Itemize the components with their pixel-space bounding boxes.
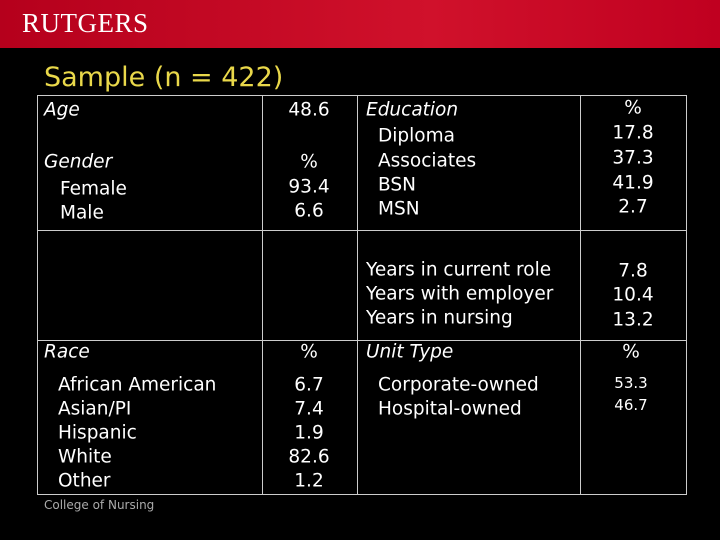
cell-value: 17.8 [612, 122, 654, 144]
cell-text: Asian/PI [58, 398, 132, 420]
cell-value: 6.6 [294, 200, 324, 222]
cell-text: Female [60, 178, 127, 200]
cell-text: Other [58, 470, 111, 492]
cell-text: Associates [378, 150, 477, 172]
cell-text: Hispanic [58, 422, 137, 444]
cell-text: Male [60, 202, 104, 224]
table-border [37, 494, 687, 495]
row-rule [37, 230, 687, 231]
slide-title: Sample (n = 422) [44, 62, 284, 93]
cell-text: Years in nursing [366, 307, 513, 329]
column-rule [357, 95, 358, 495]
cell-heading: Education [366, 99, 459, 121]
cell-value: 1.2 [294, 470, 324, 492]
column-rule [580, 95, 581, 495]
cell-value: 82.6 [288, 446, 330, 468]
cell-text: Years with employer [366, 283, 554, 305]
cell-text: Hospital-owned [378, 398, 522, 420]
footer-text: College of Nursing [44, 498, 155, 512]
cell-value: % [300, 341, 318, 363]
cell-text: MSN [378, 198, 420, 220]
cell-value: % [624, 97, 642, 119]
cell-value: % [622, 341, 640, 363]
table-border [686, 95, 687, 495]
cell-value: 53.3 [614, 374, 648, 392]
cell-value: 37.3 [612, 147, 654, 169]
cell-text: Years in current role [366, 259, 552, 281]
column-rule [262, 95, 263, 495]
cell-heading: Gender [44, 151, 113, 173]
cell-value: 7.8 [618, 260, 648, 282]
cell-value: % [300, 151, 318, 173]
cell-text: BSN [378, 174, 416, 196]
cell-value: 2.7 [618, 196, 648, 218]
cell-value: 13.2 [612, 309, 654, 331]
cell-heading: Age [44, 99, 80, 121]
cell-text: Corporate-owned [378, 374, 539, 396]
header-bar [0, 0, 720, 48]
row-rule [37, 340, 687, 341]
cell-value: 7.4 [294, 398, 324, 420]
cell-value: 41.9 [612, 172, 654, 194]
cell-value: 6.7 [294, 374, 324, 396]
table-border [37, 95, 687, 96]
table-border [37, 95, 38, 495]
logo: RUTGERS [22, 8, 149, 38]
cell-text: White [58, 446, 112, 468]
cell-value: 93.4 [288, 176, 330, 198]
cell-heading: Unit Type [366, 341, 454, 363]
cell-value: 46.7 [614, 396, 648, 414]
cell-text: African American [58, 374, 217, 396]
cell-value: 10.4 [612, 284, 654, 306]
cell-heading: Race [44, 341, 90, 363]
cell-text: Diploma [378, 125, 455, 147]
cell-value: 48.6 [288, 99, 330, 121]
cell-value: 1.9 [294, 422, 324, 444]
